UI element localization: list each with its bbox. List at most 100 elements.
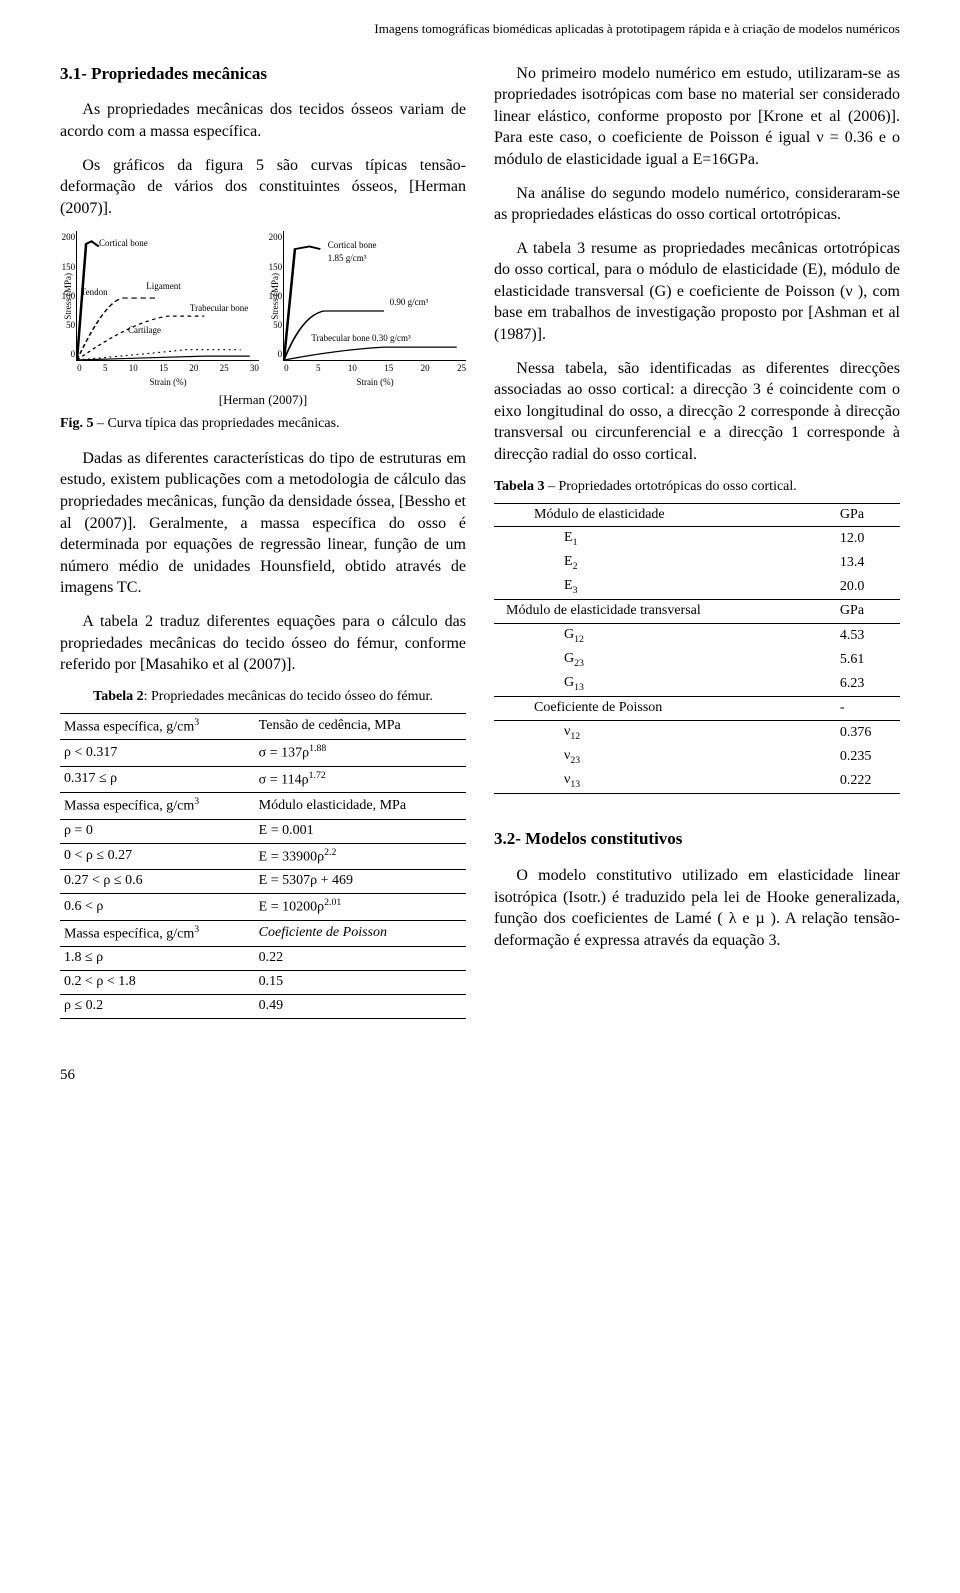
table-cell: ν13 bbox=[494, 769, 836, 794]
table-cell: 5.61 bbox=[836, 648, 900, 672]
tick-label: 20 bbox=[421, 362, 430, 374]
table-cell: ρ < 0.317 bbox=[60, 740, 255, 767]
table-cell: σ = 114ρ1.72 bbox=[255, 766, 466, 793]
paragraph: No primeiro modelo numérico em estudo, u… bbox=[494, 63, 900, 171]
caption-label: Tabela 2 bbox=[93, 689, 143, 704]
table-3-caption: Tabela 3 – Propriedades ortotrópicas do … bbox=[494, 478, 900, 497]
table-header: Tensão de cedência, MPa bbox=[255, 713, 466, 740]
table-cell: 12.0 bbox=[836, 527, 900, 552]
tick-label: 25 bbox=[220, 362, 229, 374]
table-cell: E = 5307ρ + 469 bbox=[255, 870, 466, 894]
annotation: Cortical bone bbox=[328, 239, 377, 251]
table-cell: ρ = 0 bbox=[60, 819, 255, 843]
table-header: Massa específica, g/cm3 bbox=[60, 713, 255, 740]
table-header: Coeficiente de Poisson bbox=[255, 920, 466, 947]
tick-label: 5 bbox=[103, 362, 108, 374]
table-cell: G12 bbox=[494, 624, 836, 649]
table-cell: 0.49 bbox=[255, 995, 466, 1019]
y-ticks: 0 50 100 150 200 bbox=[262, 231, 282, 360]
figure-source: [Herman (2007)] bbox=[60, 391, 466, 409]
caption-text: : Propriedades mecânicas do tecido ósseo… bbox=[144, 689, 433, 704]
annotation: Trabecular bone 0.30 g/cm³ bbox=[311, 332, 410, 344]
table-cell: 0 < ρ ≤ 0.27 bbox=[60, 843, 255, 870]
plot-area: 0 50 100 150 200 Cortical bone Ten bbox=[76, 231, 259, 361]
y-ticks: 0 50 100 150 200 bbox=[55, 231, 75, 360]
tick-label: 20 bbox=[189, 362, 198, 374]
tick-label: 10 bbox=[348, 362, 357, 374]
paragraph: O modelo constitutivo utilizado em elast… bbox=[494, 865, 900, 951]
tick-label: 5 bbox=[316, 362, 321, 374]
annotation: Trabecular bone bbox=[190, 302, 248, 314]
page-number: 56 bbox=[60, 1065, 900, 1085]
caption-label: Tabela 3 bbox=[494, 479, 544, 494]
table-cell: 4.53 bbox=[836, 624, 900, 649]
tick-label: 150 bbox=[55, 261, 75, 273]
table-3: Módulo de elasticidade GPa E1 12.0 E2 13… bbox=[494, 503, 900, 795]
table-cell: 0.15 bbox=[255, 971, 466, 995]
table-cell: E = 10200ρ2.01 bbox=[255, 894, 466, 921]
paragraph: A tabela 3 resume as propriedades mecâni… bbox=[494, 238, 900, 346]
annotation: Tendon bbox=[81, 286, 108, 298]
table-header: Massa específica, g/cm3 bbox=[60, 793, 255, 820]
plot-area: 0 50 100 150 200 Cortical bone 1.85 g/cm… bbox=[283, 231, 466, 361]
table-cell: 13.4 bbox=[836, 551, 900, 575]
table-cell: G13 bbox=[494, 672, 836, 697]
table-cell: σ = 137ρ1.88 bbox=[255, 740, 466, 767]
tick-label: 50 bbox=[55, 319, 75, 331]
annotation: 0.90 g/cm³ bbox=[390, 296, 429, 308]
paragraph: Na análise do segundo modelo numérico, c… bbox=[494, 183, 900, 226]
annotation: Ligament bbox=[146, 280, 181, 292]
table-section-header: Módulo de elasticidade transversal bbox=[494, 600, 836, 624]
table-cell: 20.0 bbox=[836, 575, 900, 600]
tick-label: 0 bbox=[55, 348, 75, 360]
table-cell: E = 0.001 bbox=[255, 819, 466, 843]
table-cell: 6.23 bbox=[836, 672, 900, 697]
table-cell: ν23 bbox=[494, 745, 836, 769]
tick-label: 0 bbox=[262, 348, 282, 360]
annotation: Cortical bone bbox=[99, 237, 148, 249]
paragraph: Nessa tabela, são identificadas as difer… bbox=[494, 358, 900, 466]
table-cell: 0.27 < ρ ≤ 0.6 bbox=[60, 870, 255, 894]
x-ticks: 0 5 10 15 20 25 bbox=[284, 362, 466, 374]
tick-label: 200 bbox=[55, 231, 75, 243]
table-cell: 0.2 < ρ < 1.8 bbox=[60, 971, 255, 995]
paragraph: As propriedades mecânicas dos tecidos ós… bbox=[60, 99, 466, 142]
table-cell: 1.8 ≤ ρ bbox=[60, 947, 255, 971]
table-cell: ρ ≤ 0.2 bbox=[60, 995, 255, 1019]
table-cell: G23 bbox=[494, 648, 836, 672]
tick-label: 200 bbox=[262, 231, 282, 243]
table-2-caption: Tabela 2: Propriedades mecânicas do teci… bbox=[60, 688, 466, 707]
table-unit: GPa bbox=[836, 503, 900, 527]
tick-label: 0 bbox=[284, 362, 289, 374]
table-section-header: Módulo de elasticidade bbox=[494, 503, 836, 527]
right-column: No primeiro modelo numérico em estudo, u… bbox=[494, 63, 900, 1035]
tick-label: 15 bbox=[159, 362, 168, 374]
table-cell: E = 33900ρ2.2 bbox=[255, 843, 466, 870]
tick-label: 100 bbox=[262, 290, 282, 302]
running-header: Imagens tomográficas biomédicas aplicada… bbox=[60, 20, 900, 38]
figure-5: Stress (MPa) 0 50 100 150 200 bbox=[60, 231, 466, 361]
table-cell: E1 bbox=[494, 527, 836, 552]
table-section-header: Coeficiente de Poisson bbox=[494, 697, 836, 721]
caption-text: – Curva típica das propriedades mecânica… bbox=[93, 416, 339, 431]
table-cell: E3 bbox=[494, 575, 836, 600]
tick-label: 50 bbox=[262, 319, 282, 331]
left-column: 3.1- Propriedades mecânicas As proprieda… bbox=[60, 63, 466, 1035]
annotation: 1.85 g/cm³ bbox=[328, 252, 367, 264]
paragraph: Dadas as diferentes características do t… bbox=[60, 448, 466, 599]
tick-label: 150 bbox=[262, 261, 282, 273]
table-header: Massa específica, g/cm3 bbox=[60, 920, 255, 947]
figure-5-right-chart: Stress (MPa) 0 50 100 150 200 Cortical bbox=[267, 231, 466, 361]
x-axis-label: Strain (%) bbox=[284, 376, 466, 388]
tick-label: 10 bbox=[129, 362, 138, 374]
table-2: Massa específica, g/cm3 Tensão de cedênc… bbox=[60, 713, 466, 1019]
table-header: Módulo elasticidade, MPa bbox=[255, 793, 466, 820]
paragraph: A tabela 2 traduz diferentes equações pa… bbox=[60, 611, 466, 676]
tick-label: 100 bbox=[55, 290, 75, 302]
table-cell: E2 bbox=[494, 551, 836, 575]
x-ticks: 0 5 10 15 20 25 30 bbox=[77, 362, 259, 374]
tick-label: 15 bbox=[384, 362, 393, 374]
annotation: Cartilage bbox=[128, 324, 161, 336]
caption-label: Fig. 5 bbox=[60, 416, 93, 431]
figure-5-left-chart: Stress (MPa) 0 50 100 150 200 bbox=[60, 231, 259, 361]
